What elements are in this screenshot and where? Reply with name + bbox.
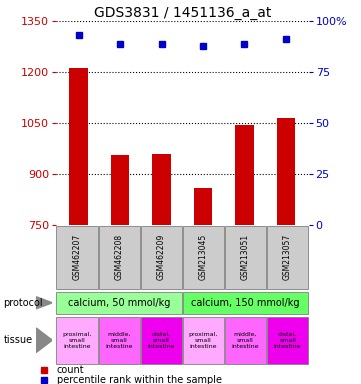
Text: GSM462207: GSM462207 xyxy=(73,234,82,280)
Bar xyxy=(141,317,182,364)
Text: GSM213051: GSM213051 xyxy=(241,234,250,280)
Text: count: count xyxy=(57,364,84,375)
Polygon shape xyxy=(36,328,52,353)
Bar xyxy=(99,226,140,289)
Bar xyxy=(225,226,266,289)
Bar xyxy=(235,124,254,225)
Title: GDS3831 / 1451136_a_at: GDS3831 / 1451136_a_at xyxy=(93,6,271,20)
Bar xyxy=(277,118,295,225)
Text: middle,
small
intestine: middle, small intestine xyxy=(232,332,259,349)
Bar xyxy=(267,226,308,289)
Bar xyxy=(152,154,171,225)
Text: proximal,
small
intestine: proximal, small intestine xyxy=(62,332,92,349)
Bar xyxy=(69,68,88,225)
Bar xyxy=(141,226,182,289)
Text: middle,
small
intestine: middle, small intestine xyxy=(105,332,133,349)
Bar xyxy=(183,226,224,289)
Text: distal,
small
intestine: distal, small intestine xyxy=(274,332,301,349)
Bar xyxy=(183,292,308,314)
Text: GSM462208: GSM462208 xyxy=(115,234,123,280)
Text: calcium, 50 mmol/kg: calcium, 50 mmol/kg xyxy=(68,298,170,308)
Bar xyxy=(225,317,266,364)
Text: GSM213045: GSM213045 xyxy=(199,234,208,280)
Bar xyxy=(194,188,212,225)
Bar xyxy=(99,317,140,364)
Bar xyxy=(56,292,182,314)
Text: distal,
small
intestine: distal, small intestine xyxy=(148,332,175,349)
Text: tissue: tissue xyxy=(4,335,33,345)
Polygon shape xyxy=(36,297,52,309)
Bar xyxy=(183,317,224,364)
Bar xyxy=(56,317,97,364)
Text: GSM462209: GSM462209 xyxy=(157,234,166,280)
Bar xyxy=(111,155,130,225)
Bar xyxy=(56,226,97,289)
Bar xyxy=(267,317,308,364)
Text: calcium, 150 mmol/kg: calcium, 150 mmol/kg xyxy=(191,298,300,308)
Text: protocol: protocol xyxy=(4,298,43,308)
Text: percentile rank within the sample: percentile rank within the sample xyxy=(57,375,222,384)
Text: proximal,
small
intestine: proximal, small intestine xyxy=(189,332,218,349)
Text: GSM213057: GSM213057 xyxy=(283,234,292,280)
